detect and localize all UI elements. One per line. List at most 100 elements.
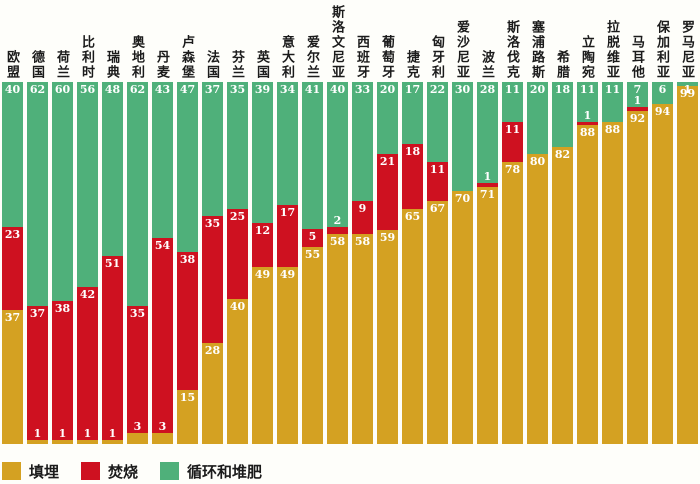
stacked-bar: 7 1 92	[627, 82, 648, 444]
country-label-text: 斯洛伐克	[505, 20, 520, 80]
bar-segment-incineration: 54	[152, 237, 173, 434]
country-label: 卢森堡	[177, 0, 198, 80]
bar-segment-recycling: 56	[77, 82, 98, 287]
country-label: 斯洛文尼亚	[327, 0, 348, 80]
bar-value-label: 40	[4, 83, 21, 96]
legend: 填埋 焚烧 循环和堆肥	[2, 461, 284, 481]
country-label-text: 比利时	[80, 35, 95, 80]
bar-value-label: 62	[29, 83, 46, 96]
bar-segment-incineration: 2	[327, 215, 348, 235]
bar-value-label: 51	[104, 256, 121, 270]
legend-swatch-incineration	[81, 462, 101, 480]
bar-column: 德国 62 37 1	[27, 0, 48, 444]
bar-segment-landfill: 70	[452, 190, 473, 444]
country-label: 拉脱维亚	[602, 0, 623, 80]
bar-segment-recycling: 62	[127, 82, 148, 307]
country-label-text: 拉脱维亚	[605, 20, 620, 80]
bar-value-label: 11	[504, 83, 521, 96]
bar-segment-incineration: 1	[477, 171, 498, 187]
stacked-bar: 22 11 67	[427, 82, 448, 444]
legend-label-landfill: 填埋	[29, 463, 60, 481]
stacked-bar: 48 51 1	[102, 82, 123, 444]
bar-value-label: 1	[683, 83, 692, 96]
bar-value-label: 67	[429, 202, 446, 216]
stacked-bar: 62 37 1	[27, 82, 48, 444]
bar-segment-recycling: 11	[602, 82, 623, 123]
bar-segment-landfill: 15	[177, 389, 198, 444]
country-label-text: 爱沙尼亚	[455, 20, 470, 80]
bar-value-label: 43	[154, 83, 171, 96]
bar-column: 斯洛文尼亚 40 2 58	[327, 0, 348, 444]
bar-segment-incineration: 17	[277, 205, 298, 267]
bar-value-label: 40	[229, 300, 246, 314]
bar-value-label: 21	[379, 155, 396, 169]
bar-value-label: 35	[129, 307, 146, 321]
country-label: 意大利	[277, 0, 298, 80]
bar-segment-incineration: 37	[27, 306, 48, 441]
bar-value-label: 37	[29, 307, 46, 321]
country-label-text: 芬兰	[230, 50, 245, 80]
bar-segment-landfill: 67	[427, 201, 448, 444]
bar-value-label: 56	[79, 83, 96, 96]
bar-segment-incineration: 11	[502, 121, 523, 162]
bar-segment-recycling: 62	[27, 82, 48, 307]
bar-segment-landfill: 1	[52, 428, 73, 444]
stacked-bar: 33 9 58	[352, 82, 373, 444]
bar-segment-recycling: 35	[227, 82, 248, 209]
bar-value-label: 3	[133, 420, 142, 434]
bar-segment-landfill: 58	[327, 234, 348, 444]
bar-value-label: 58	[354, 235, 371, 249]
country-label-text: 塞浦路斯	[530, 20, 545, 80]
stacked-bar: 20 21 59	[377, 82, 398, 444]
bar-column: 欧盟 40 23 37	[2, 0, 23, 444]
bar-column: 立陶宛 11 1 88	[577, 0, 598, 444]
country-label: 奥地利	[127, 0, 148, 80]
bar-value-label: 1	[483, 170, 492, 184]
bar-value-label: 7	[633, 83, 642, 96]
bar-segment-landfill: 58	[352, 234, 373, 444]
stacked-bar: 6 94	[652, 82, 673, 444]
stacked-bar: 40 23 37	[2, 82, 23, 444]
bar-value-label: 59	[379, 231, 396, 245]
bar-segment-landfill: 1	[77, 428, 98, 444]
country-label: 保加利亚	[652, 0, 673, 80]
country-label: 匈牙利	[427, 0, 448, 80]
bar-value-label: 65	[404, 209, 421, 223]
bar-segment-incineration: 35	[202, 215, 223, 343]
country-label-text: 捷克	[405, 50, 420, 80]
bar-column: 英国 39 12 49	[252, 0, 273, 444]
bar-value-label: 48	[104, 83, 121, 96]
bar-segment-recycling: 20	[377, 82, 398, 155]
bar-column: 爱尔兰 41 5 55	[302, 0, 323, 444]
bar-value-label: 17	[404, 83, 421, 96]
bar-column: 法国 37 35 28	[202, 0, 223, 444]
stacked-bar: 62 35 3	[127, 82, 148, 444]
bar-column: 丹麦 43 54 3	[152, 0, 173, 444]
bar-column: 卢森堡 47 38 15	[177, 0, 198, 444]
bar-segment-landfill: 78	[502, 161, 523, 444]
bar-column: 保加利亚 6 94	[652, 0, 673, 444]
legend-swatch-recycling	[160, 462, 180, 480]
bar-value-label: 18	[554, 83, 571, 96]
bar-value-label: 18	[404, 144, 421, 158]
bar-value-label: 1	[83, 427, 92, 441]
country-label-text: 意大利	[280, 35, 295, 80]
country-label: 德国	[27, 0, 48, 80]
bar-column: 拉脱维亚 11 88	[602, 0, 623, 444]
bar-value-label: 1	[33, 427, 42, 441]
bar-segment-landfill: 99	[677, 85, 698, 444]
stacked-bar: 18 82	[552, 82, 573, 444]
bar-value-label: 35	[204, 216, 221, 230]
stacked-bar: 11 11 78	[502, 82, 523, 444]
bar-value-label: 54	[154, 238, 171, 252]
bar-segment-incineration: 11	[427, 161, 448, 202]
country-label-text: 斯洛文尼亚	[330, 5, 345, 80]
bar-segment-landfill: 49	[252, 266, 273, 444]
bar-segment-recycling: 20	[527, 82, 548, 155]
bar-value-label: 1	[633, 94, 642, 108]
bar-segment-recycling: 34	[277, 82, 298, 206]
bar-value-label: 5	[308, 229, 317, 243]
bar-segment-incineration: 38	[52, 301, 73, 441]
country-label-text: 丹麦	[155, 50, 170, 80]
stacked-bar: 34 17 49	[277, 82, 298, 444]
